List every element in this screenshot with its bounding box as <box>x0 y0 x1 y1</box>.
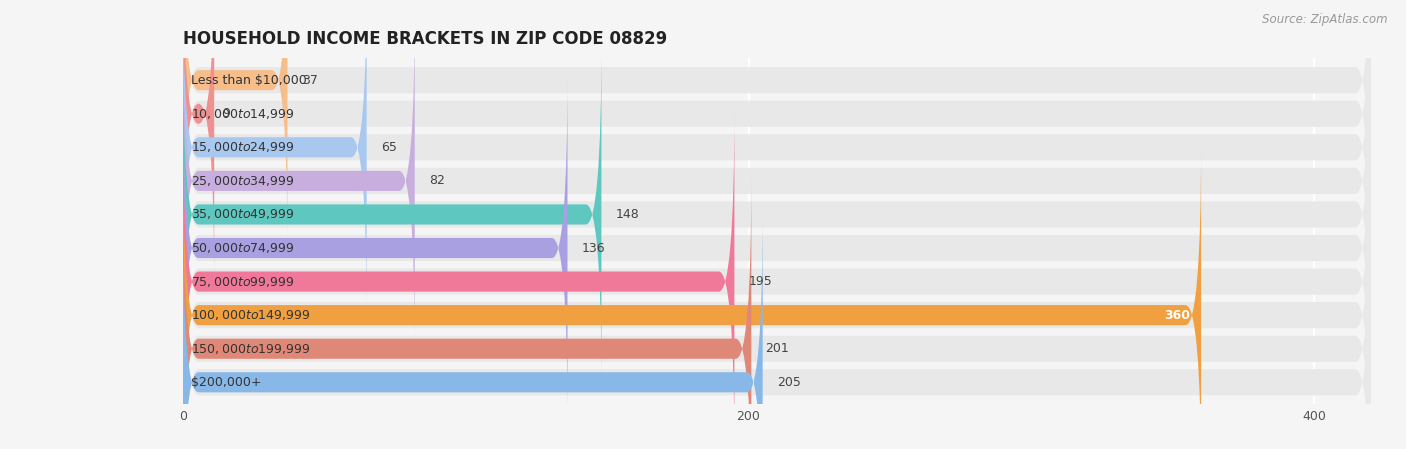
FancyBboxPatch shape <box>183 208 762 449</box>
Text: Source: ZipAtlas.com: Source: ZipAtlas.com <box>1263 13 1388 26</box>
FancyBboxPatch shape <box>183 0 287 255</box>
FancyBboxPatch shape <box>183 110 1371 449</box>
Text: $35,000 to $49,999: $35,000 to $49,999 <box>191 207 295 221</box>
FancyBboxPatch shape <box>183 0 1371 252</box>
Text: $75,000 to $99,999: $75,000 to $99,999 <box>191 275 295 289</box>
Text: 65: 65 <box>381 141 396 154</box>
FancyBboxPatch shape <box>183 107 734 449</box>
FancyBboxPatch shape <box>183 0 367 322</box>
FancyBboxPatch shape <box>183 211 1371 449</box>
Text: 136: 136 <box>582 242 605 255</box>
Text: 205: 205 <box>776 376 800 389</box>
Text: 9: 9 <box>222 107 231 120</box>
FancyBboxPatch shape <box>183 6 415 356</box>
Text: 360: 360 <box>1164 308 1189 321</box>
FancyBboxPatch shape <box>183 174 751 449</box>
FancyBboxPatch shape <box>183 40 602 389</box>
FancyBboxPatch shape <box>183 0 214 288</box>
Text: HOUSEHOLD INCOME BRACKETS IN ZIP CODE 08829: HOUSEHOLD INCOME BRACKETS IN ZIP CODE 08… <box>183 31 666 48</box>
Text: $150,000 to $199,999: $150,000 to $199,999 <box>191 342 311 356</box>
Text: 37: 37 <box>301 74 318 87</box>
Text: 195: 195 <box>748 275 772 288</box>
FancyBboxPatch shape <box>183 0 1371 285</box>
FancyBboxPatch shape <box>183 141 1201 449</box>
FancyBboxPatch shape <box>183 0 1371 319</box>
Text: $200,000+: $200,000+ <box>191 376 262 389</box>
Text: 148: 148 <box>616 208 640 221</box>
Text: $25,000 to $34,999: $25,000 to $34,999 <box>191 174 295 188</box>
FancyBboxPatch shape <box>183 76 1371 419</box>
Text: $15,000 to $24,999: $15,000 to $24,999 <box>191 141 295 154</box>
Text: 201: 201 <box>765 342 789 355</box>
FancyBboxPatch shape <box>183 74 568 423</box>
Text: $10,000 to $14,999: $10,000 to $14,999 <box>191 107 295 121</box>
FancyBboxPatch shape <box>183 43 1371 386</box>
Text: $50,000 to $74,999: $50,000 to $74,999 <box>191 241 295 255</box>
Text: 82: 82 <box>429 174 444 187</box>
FancyBboxPatch shape <box>183 144 1371 449</box>
Text: $100,000 to $149,999: $100,000 to $149,999 <box>191 308 311 322</box>
FancyBboxPatch shape <box>183 177 1371 449</box>
Text: Less than $10,000: Less than $10,000 <box>191 74 307 87</box>
FancyBboxPatch shape <box>183 9 1371 352</box>
